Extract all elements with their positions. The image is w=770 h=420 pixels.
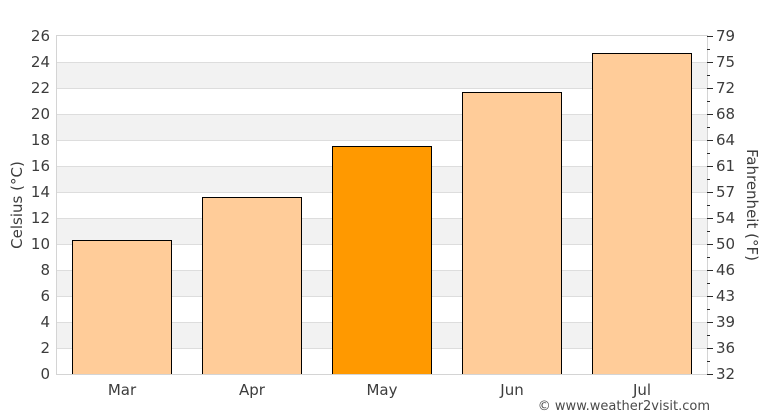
major-tick-mark (707, 88, 713, 89)
gridline (57, 114, 707, 115)
gridline (57, 62, 707, 63)
bar-jul (592, 53, 692, 374)
fahrenheit-tick-label: 79 (716, 27, 736, 45)
major-tick-mark (707, 36, 713, 37)
major-tick-mark (707, 296, 713, 297)
fahrenheit-tick-label: 64 (716, 131, 736, 149)
minor-tick-mark (707, 179, 710, 180)
gridline (57, 140, 707, 141)
celsius-tick-label: 8 (40, 261, 50, 279)
celsius-tick-label: 26 (30, 27, 50, 45)
minor-tick-mark (707, 49, 710, 50)
attribution-text: © www.weather2visit.com (537, 399, 710, 414)
fahrenheit-tick-label: 54 (716, 209, 736, 227)
month-label-apr: Apr (239, 381, 265, 399)
minor-tick-mark (707, 335, 710, 336)
celsius-tick-label: 16 (30, 157, 50, 175)
plot-area (56, 35, 708, 375)
fahrenheit-tick-label: 43 (716, 287, 736, 305)
minor-tick-mark (707, 257, 710, 258)
month-label-may: May (366, 381, 398, 399)
fahrenheit-tick-label: 39 (716, 313, 736, 331)
fahrenheit-tick-label: 75 (716, 53, 736, 71)
bar-apr (202, 197, 302, 374)
fahrenheit-tick-label: 50 (716, 235, 736, 253)
celsius-tick-label: 6 (40, 287, 50, 305)
month-label-mar: Mar (107, 381, 137, 399)
major-tick-mark (707, 244, 713, 245)
fahrenheit-tick-label: 36 (716, 339, 736, 357)
major-tick-mark (707, 270, 713, 271)
major-tick-mark (707, 166, 713, 167)
major-tick-mark (707, 114, 713, 115)
minor-tick-mark (707, 127, 710, 128)
major-tick-mark (707, 140, 713, 141)
fahrenheit-tick-label: 61 (716, 157, 736, 175)
major-tick-mark (707, 348, 713, 349)
celsius-tick-label: 12 (30, 209, 50, 227)
celsius-tick-label: 20 (30, 105, 50, 123)
minor-tick-mark (707, 153, 710, 154)
fahrenheit-tick-label: 72 (716, 79, 736, 97)
minor-tick-mark (707, 231, 710, 232)
minor-tick-mark (707, 75, 710, 76)
major-tick-mark (707, 374, 713, 375)
minor-tick-mark (707, 309, 710, 310)
fahrenheit-tick-label: 68 (716, 105, 736, 123)
celsius-tick-label: 22 (30, 79, 50, 97)
gridline (57, 88, 707, 89)
celsius-tick-label: 2 (40, 339, 50, 357)
celsius-tick-label: 14 (30, 183, 50, 201)
major-tick-mark (707, 62, 713, 63)
celsius-tick-label: 24 (30, 53, 50, 71)
fahrenheit-tick-label: 32 (716, 365, 736, 383)
fahrenheit-tick-label: 46 (716, 261, 736, 279)
celsius-tick-label: 18 (30, 131, 50, 149)
month-label-jun: Jun (500, 381, 524, 399)
celsius-tick-label: 10 (30, 235, 50, 253)
major-tick-mark (707, 192, 713, 193)
month-label-jul: Jul (632, 381, 652, 399)
minor-tick-mark (707, 205, 710, 206)
major-tick-mark (707, 218, 713, 219)
bar-mar (72, 240, 172, 374)
major-tick-mark (707, 322, 713, 323)
fahrenheit-tick-label: 57 (716, 183, 736, 201)
minor-tick-mark (707, 101, 710, 102)
minor-tick-mark (707, 283, 710, 284)
celsius-tick-label: 0 (40, 365, 50, 383)
bar-may (332, 146, 432, 374)
minor-tick-mark (707, 361, 710, 362)
celsius-tick-label: 4 (40, 313, 50, 331)
bar-jun (462, 92, 562, 374)
